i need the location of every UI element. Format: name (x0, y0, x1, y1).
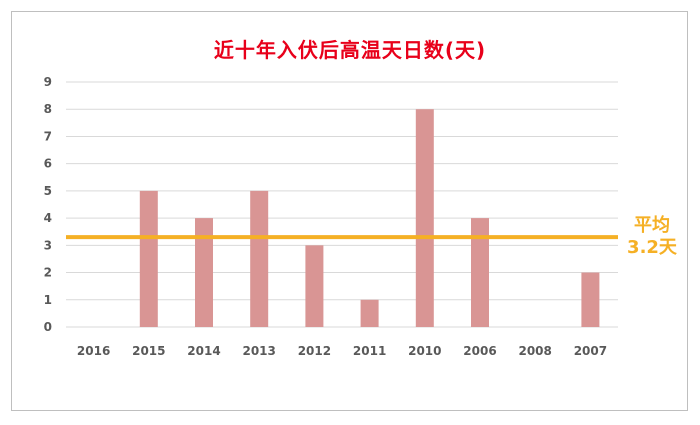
average-label-line1: 平均 (634, 215, 670, 237)
gridlines (66, 81, 618, 328)
x-tick-label-2011: 2011 (353, 344, 386, 358)
y-tick-label: 7 (44, 129, 52, 143)
x-tick-label-2016: 2016 (77, 344, 110, 358)
x-tick-label-2007: 2007 (574, 344, 607, 358)
x-tick-label-2010: 2010 (408, 344, 441, 358)
y-tick-label: 5 (44, 184, 52, 198)
bar-2015 (139, 190, 158, 327)
bar-2013 (250, 190, 269, 327)
x-tick-label-2012: 2012 (298, 344, 331, 358)
chart-title: 近十年入伏后高温天日数(天) (213, 38, 487, 62)
y-tick-label: 4 (44, 211, 52, 225)
x-tick-label-2015: 2015 (132, 344, 165, 358)
y-tick-label: 8 (44, 102, 52, 116)
x-tick-label-2013: 2013 (242, 344, 275, 358)
y-tick-label: 6 (44, 157, 52, 171)
chart-frame (11, 11, 688, 411)
x-tick-label-2008: 2008 (518, 344, 551, 358)
y-tick-label: 9 (44, 75, 52, 89)
bar-2014 (195, 218, 213, 327)
y-tick-label: 3 (44, 238, 52, 252)
average-label: 平均 3.2天 (612, 215, 692, 259)
y-axis-tick-labels: 0 1 2 3 4 5 6 7 8 9 (44, 75, 52, 334)
x-axis-tick-labels: 2016 2015 2014 2013 2012 2011 2010 2006 2008 2007 (77, 344, 607, 358)
bar-2006 (471, 218, 489, 327)
bar-2011 (360, 299, 379, 327)
bar-2010 (415, 109, 434, 327)
y-tick-label: 1 (44, 293, 52, 307)
y-tick-label: 0 (44, 320, 52, 334)
x-tick-label-2014: 2014 (187, 344, 220, 358)
y-tick-label: 2 (44, 266, 52, 280)
bars (139, 109, 600, 327)
bar-2012 (305, 245, 324, 327)
x-tick-label-2006: 2006 (463, 344, 496, 358)
bar-2007 (581, 272, 600, 327)
average-label-line2: 3.2天 (627, 237, 677, 259)
